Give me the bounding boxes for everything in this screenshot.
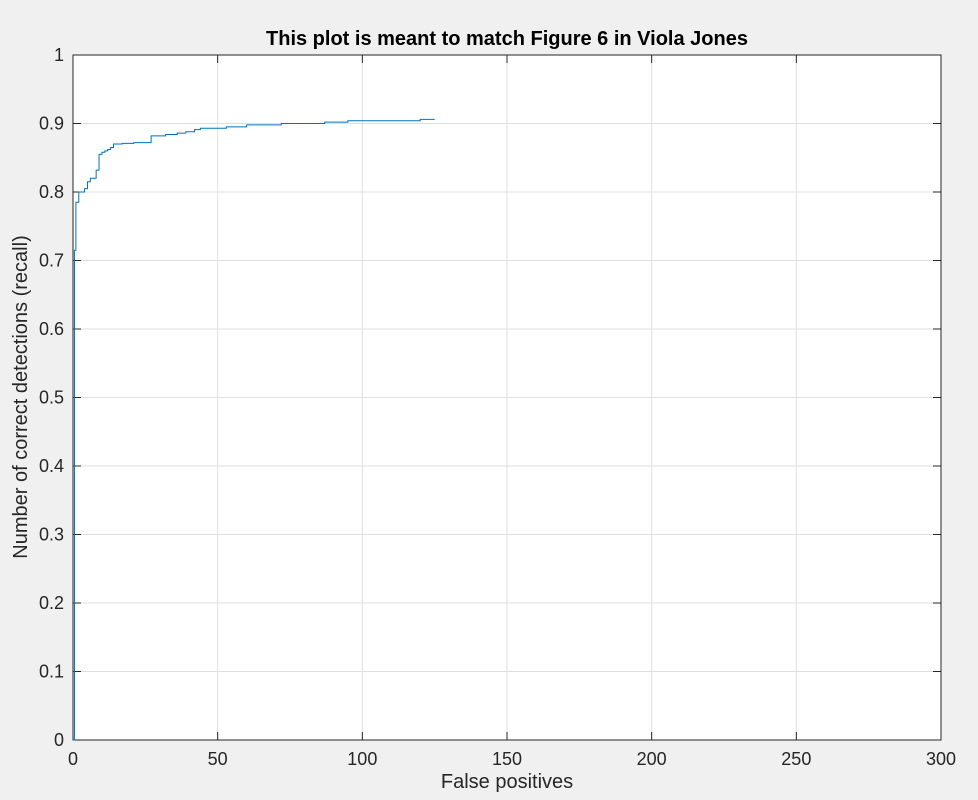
y-tick-label: 0 (54, 730, 64, 750)
x-tick-label: 0 (68, 749, 78, 769)
x-tick-label: 150 (492, 749, 522, 769)
x-tick-label: 100 (347, 749, 377, 769)
y-tick-label: 0.2 (39, 593, 64, 613)
series-group (73, 118, 435, 741)
y-axis-label: Number of correct detections (recall) (10, 235, 32, 558)
tick-marks (72, 54, 942, 741)
y-tick-label: 0.1 (39, 662, 64, 682)
y-tick-label: 0.9 (39, 114, 64, 134)
x-tick-labels: 0 50 100 150 200 250 300 (68, 749, 956, 769)
x-axis-label: False positives (441, 771, 573, 793)
y-tick-label: 0.3 (39, 525, 64, 545)
y-tick-label: 0.7 (39, 251, 64, 271)
y-tick-label: 0.4 (39, 456, 64, 476)
series-line (73, 118, 435, 741)
y-tick-labels: 0 0.1 0.2 0.3 0.4 0.5 0.6 0.7 0.8 0.9 1 (39, 45, 64, 750)
x-tick-label: 300 (926, 749, 956, 769)
grid (73, 55, 941, 740)
chart-title: This plot is meant to match Figure 6 in … (266, 28, 748, 50)
y-tick-label: 1 (54, 45, 64, 65)
y-tick-label: 0.6 (39, 319, 64, 339)
x-tick-label: 250 (781, 749, 811, 769)
x-tick-label: 200 (637, 749, 667, 769)
x-tick-label: 50 (208, 749, 228, 769)
y-tick-label: 0.5 (39, 388, 64, 408)
y-tick-label: 0.8 (39, 182, 64, 202)
